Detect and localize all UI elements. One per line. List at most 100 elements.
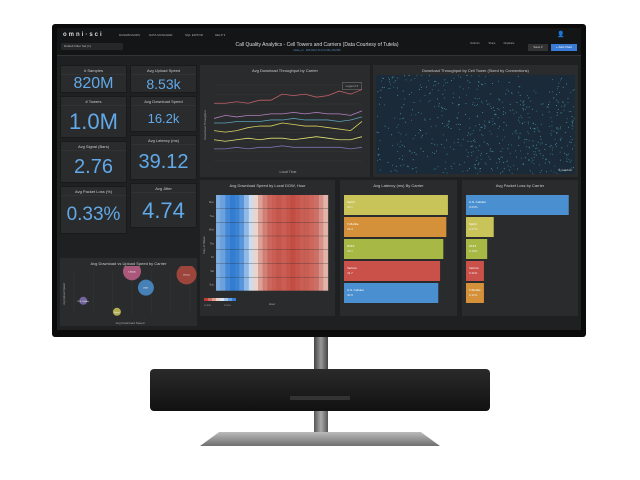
- nav-help[interactable]: HELP ▾: [215, 33, 226, 37]
- tower-point: [567, 153, 569, 155]
- heat-cell: [281, 222, 287, 236]
- tower-point: [551, 121, 553, 123]
- tower-point: [562, 101, 564, 103]
- tower-point: [524, 121, 526, 123]
- tower-point: [507, 165, 509, 167]
- heat-cell: [262, 249, 268, 264]
- tower-point: [471, 154, 473, 156]
- heat-cell: [323, 208, 329, 223]
- tower-point: [551, 125, 553, 127]
- add-chart-button[interactable]: + Add Chart: [551, 44, 577, 51]
- nav-sql-editor[interactable]: SQL EDITOR: [185, 33, 204, 37]
- row-label: Wed: [209, 229, 215, 232]
- heat-cell: [323, 236, 329, 250]
- tower-point: [411, 119, 413, 121]
- refresh-button[interactable]: Refresh: [470, 42, 480, 45]
- tower-point: [523, 103, 525, 105]
- tower-point: [533, 123, 535, 125]
- tower-point: [539, 143, 541, 145]
- tower-point: [425, 133, 427, 135]
- tower-point: [384, 125, 386, 127]
- tower-point: [528, 97, 530, 99]
- tower-point: [533, 156, 535, 158]
- tower-point: [411, 168, 413, 170]
- tower-point: [431, 89, 433, 91]
- heat-cell: [304, 263, 310, 277]
- tower-point: [562, 102, 564, 104]
- legend-button[interactable]: Legend ▾: [341, 82, 362, 90]
- heat-cell: [272, 222, 277, 236]
- heat-cell: [314, 208, 319, 223]
- nav-data-manager[interactable]: DATA MANAGER: [149, 33, 173, 37]
- tower-point: [493, 114, 495, 116]
- heat-cell: [262, 208, 268, 223]
- tower-point: [414, 78, 416, 80]
- tower-point: [552, 149, 554, 151]
- heat-cell: [323, 222, 329, 236]
- tower-point: [446, 139, 448, 141]
- y-axis-label: Day of Week: [202, 236, 206, 254]
- series-line: [214, 116, 363, 124]
- tower-point: [556, 127, 558, 129]
- tower-point: [487, 103, 489, 105]
- line-chart-title: Avg Download Throughput by Carrier: [252, 68, 318, 73]
- heat-cell: [239, 208, 245, 223]
- tower-point: [535, 154, 537, 156]
- share-button[interactable]: Share: [488, 42, 496, 45]
- tower-point: [518, 137, 520, 139]
- bar-value: 0.11%: [469, 271, 478, 275]
- tower-point: [391, 76, 393, 78]
- tower-point: [552, 147, 554, 149]
- tower-point: [422, 134, 424, 136]
- tower-point: [557, 101, 559, 103]
- nav-dashboards[interactable]: DASHBOARDS: [119, 33, 141, 37]
- heat-cell: [248, 277, 254, 291]
- tower-point: [507, 144, 509, 146]
- heat-cell: [258, 249, 263, 264]
- heat-cell: [323, 249, 329, 264]
- tower-point: [549, 146, 551, 148]
- bar-label: AT&T: [469, 244, 477, 248]
- heat-cell: [267, 249, 273, 264]
- duplicate-button[interactable]: Duplicate: [503, 42, 515, 45]
- tower-point: [534, 151, 536, 153]
- heat-cell: [258, 263, 263, 277]
- tower-point: [506, 124, 508, 126]
- heat-cell: [234, 249, 240, 264]
- tower-point: [538, 150, 540, 152]
- tower-point: [448, 120, 450, 122]
- tower-point: [398, 131, 400, 133]
- tower-point: [540, 124, 542, 126]
- tower-point: [399, 118, 401, 120]
- series-line: [213, 121, 363, 133]
- tower-point: [478, 75, 480, 77]
- kpi-value: 8.53k: [146, 76, 181, 92]
- save-button[interactable]: Save ▾: [528, 44, 548, 51]
- tower-point: [379, 159, 381, 161]
- tower-point: [457, 105, 459, 107]
- bar-label: Verizon: [347, 266, 357, 270]
- tower-point: [518, 119, 520, 121]
- filter-set-dropdown[interactable]: Default Filter Set (1): [61, 43, 123, 50]
- bar-value: 0.63%: [469, 205, 478, 209]
- tower-point: [443, 84, 445, 86]
- heat-cell: [248, 249, 254, 264]
- tower-point: [470, 151, 472, 153]
- tower-point: [477, 80, 479, 82]
- tower-point: [412, 168, 414, 170]
- tower-map[interactable]: [376, 75, 575, 174]
- heat-cell: [267, 222, 273, 236]
- tower-point: [474, 125, 476, 127]
- tower-point: [475, 168, 477, 170]
- tower-point: [553, 97, 555, 99]
- tower-point: [421, 75, 423, 77]
- tower-point: [474, 138, 476, 140]
- user-icon[interactable]: 👤: [557, 32, 565, 38]
- tower-point: [497, 127, 499, 129]
- tower-point: [530, 100, 532, 102]
- heat-cell: [220, 195, 226, 209]
- tower-point: [378, 153, 380, 155]
- tower-point: [414, 151, 416, 153]
- tower-point: [380, 96, 382, 98]
- x-axis-label: Avg Download Speed: [116, 321, 145, 325]
